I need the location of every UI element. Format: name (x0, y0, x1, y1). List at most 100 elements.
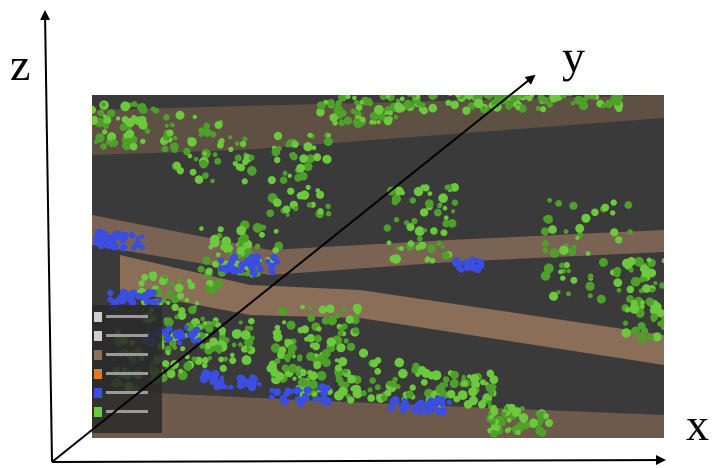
vegetation-point (228, 135, 233, 140)
vegetation-point (450, 183, 459, 192)
vegetation-point (240, 330, 251, 340)
vegetation-point (457, 390, 468, 400)
vegetation-point (563, 261, 570, 269)
vegetation-point (100, 143, 107, 150)
vegetation-point (92, 115, 98, 123)
vegetation-point (652, 332, 662, 342)
vegetation-point (300, 304, 305, 310)
vegetation-point (388, 110, 393, 116)
vegetation-point (575, 223, 585, 233)
water-point (424, 408, 431, 415)
vegetation-point (333, 105, 344, 116)
water-point (112, 230, 120, 239)
water-point (214, 381, 221, 388)
vegetation-point (376, 120, 381, 125)
vegetation-point (326, 337, 336, 347)
vegetation-point (504, 101, 513, 110)
vegetation-point (212, 283, 220, 290)
vegetation-point (239, 140, 247, 148)
vegetation-point (549, 291, 559, 301)
vegetation-point (451, 209, 456, 214)
vegetation-point (529, 418, 538, 428)
vegetation-point (355, 104, 363, 111)
vegetation-point (316, 326, 322, 332)
vegetation-point (92, 105, 97, 114)
vegetation-point (412, 362, 420, 370)
vegetation-point (327, 315, 337, 326)
vegetation-point (199, 226, 204, 231)
vegetation-point (232, 160, 238, 167)
vegetation-point (613, 270, 621, 278)
vegetation-point (162, 360, 170, 368)
water-point (211, 375, 219, 383)
vegetation-point (325, 210, 332, 217)
vegetation-point (290, 152, 298, 161)
vegetation-point (194, 301, 200, 306)
vegetation-point (231, 342, 237, 348)
vegetation-point (177, 311, 187, 320)
vegetation-point (384, 389, 392, 397)
vegetation-point (326, 99, 336, 108)
vegetation-point (313, 153, 322, 162)
vegetation-point (556, 290, 561, 295)
vegetation-point (515, 105, 521, 110)
vegetation-point (367, 387, 373, 393)
vegetation-point (275, 371, 285, 381)
vegetation-point (351, 385, 358, 392)
vegetation-point (230, 352, 235, 358)
vegetation-point (406, 223, 415, 232)
vegetation-point (500, 417, 505, 422)
vegetation-point (188, 282, 196, 290)
vegetation-point (528, 95, 535, 99)
vegetation-point (505, 88, 511, 94)
vegetation-point (581, 213, 591, 223)
vegetation-point (490, 430, 498, 438)
vegetation-point (429, 257, 436, 264)
vegetation-point (424, 199, 434, 209)
vegetation-point (455, 90, 460, 95)
vegetation-point (248, 317, 255, 325)
water-point (389, 398, 396, 405)
water-point (256, 382, 262, 387)
vegetation-point (560, 95, 567, 99)
vegetation-point (172, 135, 178, 141)
legend-swatch (94, 350, 102, 360)
vegetation-point (273, 131, 283, 141)
vegetation-point (242, 136, 248, 142)
vegetation-point (413, 186, 424, 197)
vegetation-point (639, 264, 649, 273)
water-point (247, 383, 257, 392)
vegetation-point (398, 368, 408, 379)
water-point (102, 232, 108, 238)
vegetation-point (318, 305, 327, 314)
vegetation-point (374, 357, 382, 364)
vegetation-point (338, 119, 346, 127)
vegetation-point (563, 229, 569, 234)
water-point (107, 296, 114, 303)
vegetation-point (210, 178, 215, 184)
vegetation-point (342, 381, 350, 389)
vegetation-point (221, 236, 232, 246)
vegetation-point (490, 423, 499, 431)
vegetation-point (624, 201, 633, 209)
water-point (156, 298, 162, 304)
vegetation-point (642, 284, 651, 293)
vegetation-point (352, 303, 362, 313)
vegetation-point (588, 95, 597, 100)
water-point (390, 406, 395, 412)
vegetation-point (558, 269, 563, 275)
vegetation-point (638, 322, 643, 327)
water-point (146, 299, 152, 305)
vegetation-point (419, 208, 429, 217)
vegetation-point (138, 280, 145, 287)
vegetation-point (322, 154, 332, 164)
vegetation-point (291, 140, 299, 148)
vegetation-point (559, 262, 565, 268)
vegetation-point (338, 95, 347, 102)
water-point (119, 289, 129, 299)
vegetation-point (162, 274, 168, 280)
vegetation-point (237, 254, 242, 259)
vegetation-point (333, 390, 344, 401)
vegetation-point (647, 334, 654, 341)
vegetation-point (234, 154, 242, 162)
